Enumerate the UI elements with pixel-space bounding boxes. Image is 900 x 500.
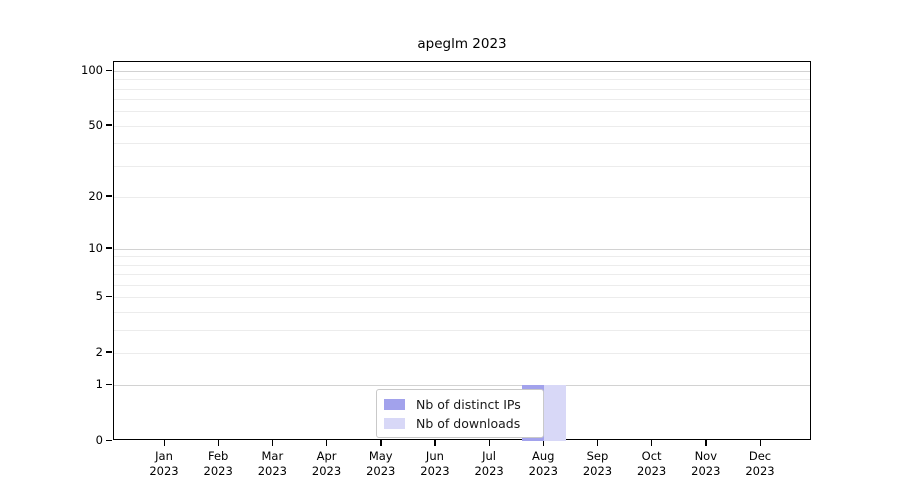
gridline-minor <box>114 88 810 90</box>
x-tick-label: Jan 2023 <box>149 449 179 478</box>
y-tick-label: 0 <box>95 433 103 447</box>
gridline-major <box>114 71 810 72</box>
gridline-minor <box>114 274 810 276</box>
y-tick-label: 5 <box>95 289 103 304</box>
gridline-major <box>114 248 810 250</box>
gridline-minor <box>114 79 810 81</box>
legend-item-downloads: Nb of downloads <box>384 414 535 432</box>
x-tick-mark <box>759 440 761 446</box>
y-tick-mark <box>106 124 112 126</box>
gridline-minor <box>114 264 810 266</box>
y-tick-label: 50 <box>88 117 103 132</box>
x-tick-label: Sep 2023 <box>582 449 613 478</box>
x-tick-label: Jul 2023 <box>474 449 504 478</box>
x-tick-label: Oct 2023 <box>636 449 667 478</box>
gridline-minor <box>114 143 810 145</box>
x-tick-label: Jun 2023 <box>420 449 450 478</box>
x-tick-mark <box>326 440 328 446</box>
gridline-minor <box>114 297 810 299</box>
x-tick-label: Mar 2023 <box>257 449 287 478</box>
x-tick-mark <box>596 440 599 446</box>
x-tick-mark <box>217 440 219 446</box>
gridline-minor <box>114 111 810 113</box>
legend-swatch-distinct-ips <box>384 398 405 410</box>
legend-label-distinct-ips: Nb of distinct IPs <box>416 396 521 412</box>
gridline-minor <box>114 284 810 286</box>
x-tick-label: May 2023 <box>366 449 396 478</box>
gridline-minor <box>114 352 810 354</box>
y-tick-mark <box>106 195 112 197</box>
y-tick-label: 1 <box>95 377 103 392</box>
x-tick-label: Nov 2023 <box>691 449 721 478</box>
bar-nb-of-downloads <box>544 385 567 441</box>
y-tick-mark <box>106 247 112 249</box>
gridline-minor <box>114 99 810 101</box>
y-tick-label: 100 <box>81 63 103 77</box>
x-tick-mark <box>651 440 653 446</box>
legend-swatch-downloads <box>384 417 405 429</box>
chart-title: apeglm 2023 <box>417 36 507 52</box>
y-tick-mark <box>106 295 112 298</box>
x-tick-label: Apr 2023 <box>311 449 342 478</box>
y-tick-mark <box>106 383 112 386</box>
gridline-minor <box>114 256 810 258</box>
x-tick-label: Feb 2023 <box>203 449 233 478</box>
y-tick-mark <box>106 351 112 353</box>
x-tick-mark <box>488 440 490 446</box>
x-tick-mark <box>380 440 382 446</box>
x-tick-mark <box>542 440 545 446</box>
x-tick-mark <box>705 440 707 446</box>
x-tick-mark <box>434 440 436 446</box>
x-tick-label: Dec 2023 <box>745 449 775 478</box>
y-tick-label: 10 <box>88 240 103 255</box>
plot-area <box>113 61 811 441</box>
y-tick-label: 20 <box>88 188 103 203</box>
gridline-minor <box>114 196 810 198</box>
gridline-minor <box>114 311 810 313</box>
x-tick-mark <box>163 440 165 446</box>
gridline-minor <box>114 125 810 127</box>
gridline-minor <box>114 329 810 331</box>
legend-label-downloads: Nb of downloads <box>416 415 521 431</box>
y-tick-label: 2 <box>95 344 103 359</box>
legend: Nb of distinct IPs Nb of downloads <box>376 389 544 438</box>
gridline-minor <box>114 165 810 167</box>
legend-item-distinct-ips: Nb of distinct IPs <box>384 395 535 413</box>
y-tick-mark <box>106 69 112 71</box>
x-tick-label: Aug 2023 <box>528 449 558 478</box>
gridline-major <box>114 385 810 387</box>
y-tick-mark <box>106 439 112 441</box>
x-tick-mark <box>271 440 274 446</box>
